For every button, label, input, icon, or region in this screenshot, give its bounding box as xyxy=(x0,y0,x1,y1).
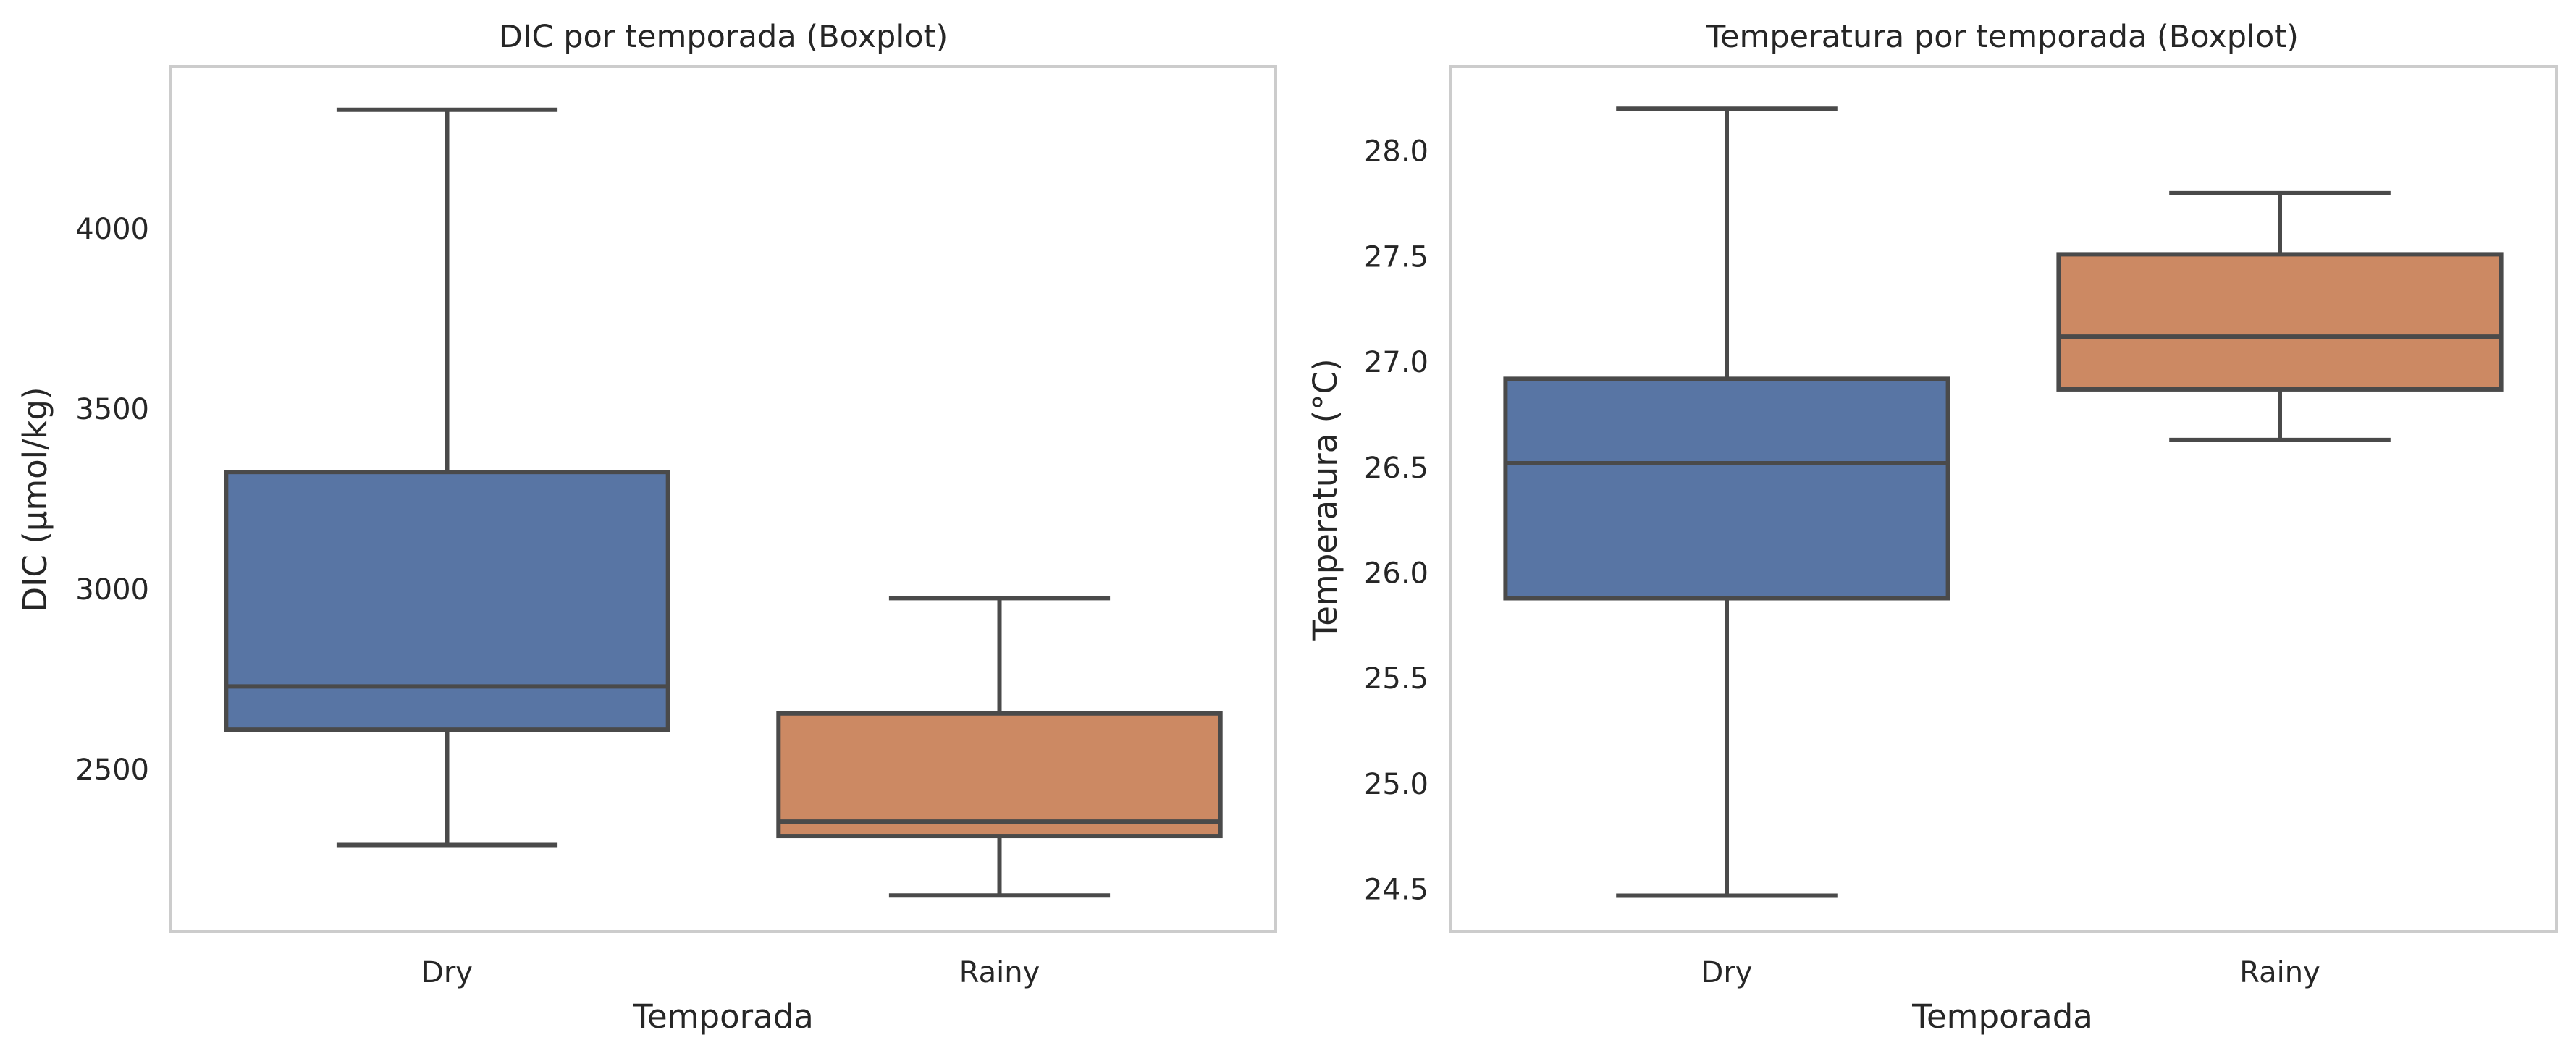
y-tick-label: 28.0 xyxy=(1364,135,1428,169)
x-tick-label: Dry xyxy=(1701,956,1753,989)
x-tick-labels: Dry Rainy xyxy=(421,956,1040,989)
chart-title: Temperatura por temporada (Boxplot) xyxy=(1706,19,2299,55)
x-tick-label: Rainy xyxy=(2239,956,2320,989)
x-axis-label: Temporada xyxy=(632,997,814,1036)
y-axis-label: DIC (µmol/kg) xyxy=(16,387,54,612)
y-tick-labels: 24.5 25.0 25.5 26.0 26.5 27.0 27.5 28.0 xyxy=(1364,135,1428,907)
iqr-box xyxy=(776,711,1223,839)
box-dry xyxy=(1503,106,1950,898)
temperatura-boxplot-chart: Temperatura por temporada (Boxplot) 24.5… xyxy=(1306,19,2558,1036)
y-tick-label: 24.5 xyxy=(1364,874,1428,907)
y-tick-label: 4000 xyxy=(75,213,149,246)
x-axis-label: Temporada xyxy=(1911,997,2093,1036)
box-group xyxy=(224,107,1223,898)
y-tick-label: 26.0 xyxy=(1364,557,1428,591)
box-dry xyxy=(224,107,670,848)
y-tick-label: 27.0 xyxy=(1364,346,1428,379)
chart-title: DIC por temporada (Boxplot) xyxy=(499,19,948,55)
dic-boxplot-chart: DIC por temporada (Boxplot) 2500 3000 3500… xyxy=(16,19,1277,1036)
box-rainy xyxy=(776,596,1223,898)
y-tick-label: 25.0 xyxy=(1364,768,1428,801)
plot-frame xyxy=(169,65,1277,933)
iqr-box xyxy=(224,470,670,732)
y-axis-label: Temperatura (°C) xyxy=(1306,358,1344,641)
iqr-box xyxy=(2056,252,2504,392)
plot-frame xyxy=(1449,65,2558,933)
x-tick-labels: Dry Rainy xyxy=(1701,956,2320,989)
x-tick-label: Rainy xyxy=(959,956,1040,989)
y-tick-label: 25.5 xyxy=(1364,662,1428,696)
x-tick-label: Dry xyxy=(421,956,473,989)
y-tick-label: 26.5 xyxy=(1364,452,1428,485)
box-group xyxy=(1503,106,2504,898)
y-tick-labels: 2500 3000 3500 4000 xyxy=(75,213,149,787)
iqr-box xyxy=(1503,376,1950,601)
box-rainy xyxy=(2056,190,2504,442)
y-tick-label: 27.5 xyxy=(1364,240,1428,274)
y-tick-label: 2500 xyxy=(75,753,149,787)
y-tick-label: 3000 xyxy=(75,573,149,607)
y-tick-label: 3500 xyxy=(75,393,149,426)
